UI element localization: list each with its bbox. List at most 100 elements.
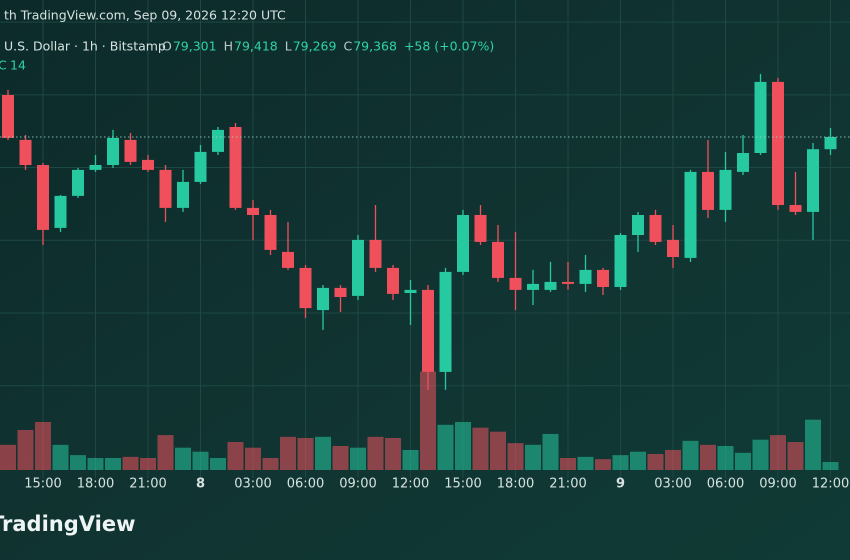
volume-bar bbox=[437, 424, 454, 470]
volume-value: 14 bbox=[10, 58, 26, 73]
symbol: U.S. Dollar · 1h · Bitstamp bbox=[4, 39, 166, 54]
volume-bar bbox=[210, 457, 226, 470]
candle-body bbox=[229, 127, 242, 208]
volume-bar bbox=[35, 421, 51, 470]
x-tick-label: 09:00 bbox=[759, 477, 796, 492]
x-tick-label: 9 bbox=[616, 477, 625, 492]
volume-bar bbox=[245, 447, 261, 470]
volume-bar bbox=[647, 453, 664, 470]
volume-bar bbox=[297, 437, 314, 470]
x-tick-label: 03:00 bbox=[234, 477, 271, 492]
volume-bar bbox=[577, 456, 594, 470]
candle-body bbox=[264, 215, 277, 250]
x-tick-label: 18:00 bbox=[497, 477, 534, 492]
volume-bar bbox=[560, 457, 576, 470]
candle-body bbox=[89, 165, 102, 170]
candle-body bbox=[667, 239, 679, 257]
legend-key: C bbox=[343, 39, 352, 54]
x-tick-label: 12:00 bbox=[812, 477, 849, 492]
candle-body bbox=[352, 239, 364, 296]
volume-bar bbox=[262, 457, 279, 470]
x-tick-label: 06:00 bbox=[707, 477, 744, 492]
x-tick-label: 03:00 bbox=[654, 477, 691, 492]
volume-bar bbox=[332, 445, 349, 470]
volume-bar bbox=[542, 433, 559, 470]
candle-body bbox=[439, 271, 452, 372]
brand: TradingView bbox=[0, 512, 135, 536]
candle-body bbox=[719, 169, 732, 210]
candle-body bbox=[684, 171, 697, 258]
volume-bar bbox=[787, 441, 804, 470]
legend-key: L bbox=[285, 39, 292, 54]
volume-bar bbox=[105, 457, 121, 470]
header: th TradingView.com, Sep 09, 2026 12:20 U… bbox=[4, 8, 286, 23]
volume-bar bbox=[157, 435, 174, 470]
candle-body bbox=[807, 149, 819, 212]
candle-body bbox=[212, 129, 224, 152]
volume-bar bbox=[507, 443, 524, 470]
candle-body bbox=[194, 151, 207, 182]
volume-bar bbox=[472, 427, 489, 470]
candle-body bbox=[632, 215, 644, 235]
x-tick-label: 09:00 bbox=[339, 477, 376, 492]
candle-body bbox=[422, 289, 434, 372]
volume-bar bbox=[770, 435, 786, 470]
volume-bar bbox=[805, 419, 821, 470]
candle-body bbox=[72, 169, 84, 196]
volume-bar bbox=[350, 447, 366, 470]
candle-body bbox=[19, 139, 32, 165]
candle-body bbox=[649, 215, 662, 242]
volume-bar bbox=[70, 455, 86, 470]
legend: U.S. Dollar · 1h · Bitstamp O 79,301 H 79,4… bbox=[0, 39, 494, 73]
candle-body bbox=[369, 239, 382, 268]
candle-body bbox=[124, 139, 137, 162]
candle-body bbox=[772, 81, 784, 205]
candle-body bbox=[789, 205, 802, 212]
volume-bar bbox=[822, 461, 839, 470]
volume-bar bbox=[630, 451, 646, 470]
candle-body bbox=[737, 153, 749, 172]
candle-body bbox=[142, 159, 154, 170]
candle-body bbox=[247, 207, 259, 215]
volume-pane bbox=[0, 371, 839, 470]
volume-bar bbox=[525, 444, 541, 470]
volume-bar bbox=[402, 449, 419, 470]
candle-body bbox=[317, 287, 329, 311]
volume-bar bbox=[175, 447, 191, 470]
legend-key: H bbox=[224, 39, 233, 54]
candle-body bbox=[579, 269, 592, 284]
volume-bar bbox=[280, 436, 296, 470]
volume-bar bbox=[52, 444, 69, 470]
legend-change: +58 (+0.07%) bbox=[404, 39, 494, 54]
candle-body bbox=[404, 289, 417, 293]
volume-bar bbox=[455, 421, 471, 470]
candle-body bbox=[474, 215, 487, 242]
volume-bar bbox=[735, 452, 751, 470]
candle-body bbox=[159, 169, 172, 208]
candle-body bbox=[754, 81, 767, 153]
candle-body bbox=[54, 195, 67, 228]
x-tick-label: 12:00 bbox=[392, 477, 429, 492]
candle-body bbox=[107, 137, 119, 165]
volume-key: C bbox=[0, 58, 7, 73]
candle-body bbox=[177, 181, 189, 208]
x-tick-label: 15:00 bbox=[444, 477, 481, 492]
candle-body bbox=[527, 283, 539, 290]
volume-bar bbox=[700, 444, 716, 470]
x-tick-label: 21:00 bbox=[129, 477, 166, 492]
volume-bar bbox=[87, 457, 104, 470]
candle-body bbox=[614, 235, 627, 287]
time-axis: 015:0018:0021:00803:0006:0009:0012:0015:… bbox=[24, 477, 849, 492]
candle-body bbox=[597, 269, 609, 287]
legend-value: 79,269 bbox=[293, 39, 337, 54]
volume-bar bbox=[367, 436, 384, 470]
candle-body bbox=[509, 277, 522, 290]
volume-bar bbox=[682, 440, 699, 470]
volume-bar bbox=[192, 451, 209, 470]
x-tick-label: 21:00 bbox=[549, 477, 586, 492]
candle-body bbox=[37, 165, 49, 230]
x-tick-label: 8 bbox=[196, 477, 205, 492]
volume-bar bbox=[122, 456, 139, 470]
x-tick-label: 18:00 bbox=[77, 477, 114, 492]
